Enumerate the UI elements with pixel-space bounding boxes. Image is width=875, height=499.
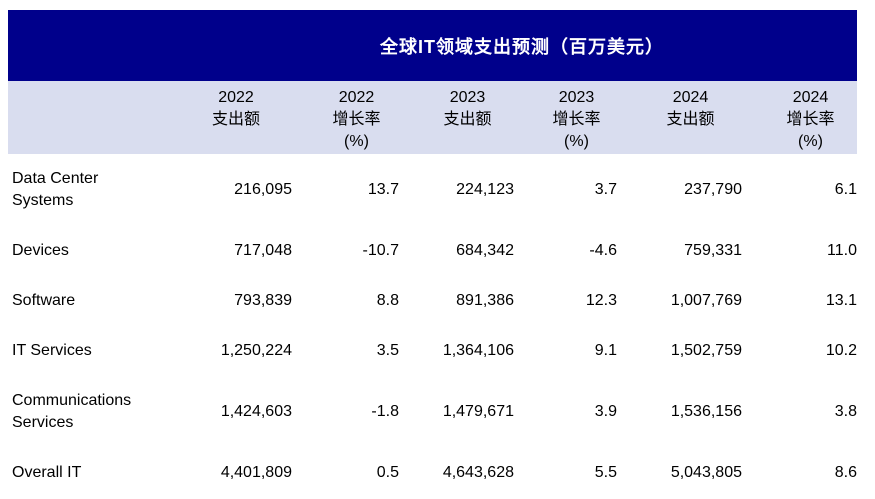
cell-2022-spend: 216,095 [158,154,292,226]
header-year: 2022 [218,89,254,106]
cell-2023-growth: 3.7 [514,154,617,226]
cell-2023-growth: -4.6 [514,226,617,276]
cell-2023-growth: 9.1 [514,326,617,376]
header-metric: 支出额 [443,111,492,128]
table-row-devices: Devices 717,048 -10.7 684,342 -4.6 759,3… [8,226,857,276]
header-year: 2024 [792,89,829,106]
header-unit: (%) [344,133,369,150]
cell-2024-spend: 1,007,769 [617,276,742,326]
header-unit: (%) [564,133,589,150]
cell-2022-spend: 1,424,603 [158,376,292,448]
table-row-data-center-systems: Data Center Systems 216,095 13.7 224,123… [8,154,857,226]
cell-2022-growth: -10.7 [292,226,399,276]
cell-2023-growth: 5.5 [514,448,617,498]
header-unit: (%) [798,133,823,150]
table-row-it-services: IT Services 1,250,224 3.5 1,364,106 9.1 … [8,326,857,376]
cell-2024-spend: 237,790 [617,154,742,226]
table-body: Data Center Systems 216,095 13.7 224,123… [8,154,857,498]
col-header-2024-spend: 2024 支出额 [617,81,742,154]
cell-2022-growth: 3.5 [292,326,399,376]
cell-2024-growth: 13.1 [742,276,857,326]
cell-2024-spend: 759,331 [617,226,742,276]
col-header-2022-spend: 2022 支出额 [158,81,292,154]
table-row-software: Software 793,839 8.8 891,386 12.3 1,007,… [8,276,857,326]
col-header-2023-growth: 2023 增长率 (%) [514,81,617,154]
table-header: 2022 支出额 2022 增长率 (%) 2023 支出额 [8,81,857,154]
cell-2024-growth: 11.0 [742,226,857,276]
col-header-2024-growth: 2024 增长率 (%) [742,81,857,154]
cell-2024-growth: 3.8 [742,376,857,448]
table-title: 全球IT领域支出预测（百万美元） [380,36,664,57]
cell-2022-spend: 4,401,809 [158,448,292,498]
header-metric: 支出额 [666,111,715,128]
cell-2022-growth: 8.8 [292,276,399,326]
cell-2023-spend: 224,123 [399,154,514,226]
header-row: 2022 支出额 2022 增长率 (%) 2023 支出额 [8,81,857,154]
row-label: Devices [8,226,158,276]
cell-2024-growth: 6.1 [742,154,857,226]
cell-2023-spend: 4,643,628 [399,448,514,498]
table-row-communications-services: Communications Services 1,424,603 -1.8 1… [8,376,857,448]
row-label: Data Center Systems [8,154,158,226]
cell-2022-spend: 717,048 [158,226,292,276]
cell-2022-spend: 793,839 [158,276,292,326]
cell-2023-spend: 684,342 [399,226,514,276]
cell-2022-growth: 0.5 [292,448,399,498]
corner-header-cell [8,81,158,154]
spending-forecast-table: 2022 支出额 2022 增长率 (%) 2023 支出额 [8,81,857,498]
row-label: Overall IT [8,448,158,498]
row-label: Communications Services [8,376,158,448]
header-year: 2022 [338,89,375,106]
cell-2024-spend: 1,536,156 [617,376,742,448]
row-label: IT Services [8,326,158,376]
header-metric: 支出额 [211,111,260,128]
col-header-2023-spend: 2023 支出额 [399,81,514,154]
cell-2023-growth: 12.3 [514,276,617,326]
header-year: 2023 [558,89,595,106]
header-metric: 增长率 [786,111,835,128]
cell-2023-spend: 1,364,106 [399,326,514,376]
cell-2023-growth: 3.9 [514,376,617,448]
cell-2023-spend: 891,386 [399,276,514,326]
cell-2022-growth: -1.8 [292,376,399,448]
cell-2024-growth: 10.2 [742,326,857,376]
title-banner: 全球IT领域支出预测（百万美元） [8,10,857,81]
cell-2024-spend: 1,502,759 [617,326,742,376]
row-label: Software [8,276,158,326]
header-metric: 增长率 [552,111,601,128]
cell-2022-growth: 13.7 [292,154,399,226]
col-header-2022-growth: 2022 增长率 (%) [292,81,399,154]
header-metric: 增长率 [332,111,381,128]
header-year: 2023 [449,89,486,106]
header-year: 2024 [672,89,709,106]
cell-2024-growth: 8.6 [742,448,857,498]
cell-2022-spend: 1,250,224 [158,326,292,376]
cell-2024-spend: 5,043,805 [617,448,742,498]
spending-forecast-table-container: 全球IT领域支出预测（百万美元） 2022 支出额 2022 [8,10,857,498]
table-row-overall-it: Overall IT 4,401,809 0.5 4,643,628 5.5 5… [8,448,857,498]
cell-2023-spend: 1,479,671 [399,376,514,448]
